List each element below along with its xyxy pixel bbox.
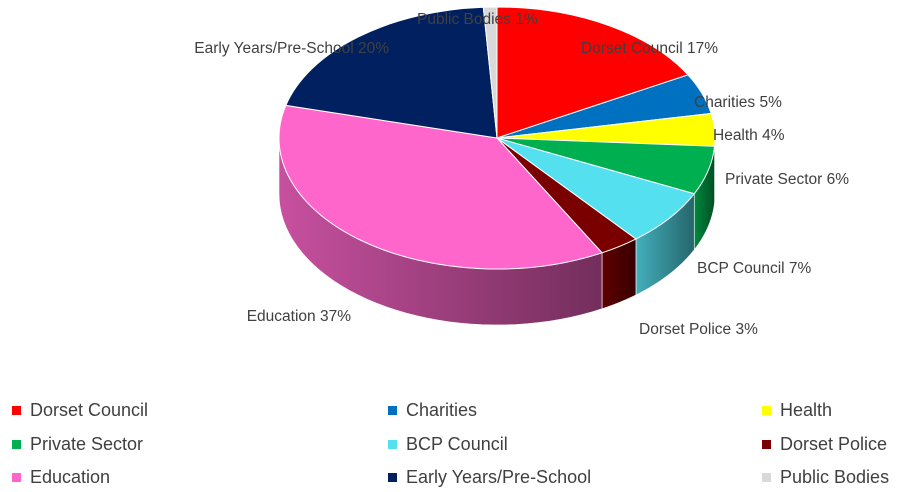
legend-swatch — [762, 473, 771, 482]
slice-label-charities: Charities 5% — [694, 94, 782, 111]
legend-item-private-sector: Private Sector — [12, 429, 143, 459]
legend-label: Public Bodies — [780, 467, 889, 488]
legend-item-dorset-council: Dorset Council — [12, 395, 148, 425]
legend-swatch — [762, 406, 771, 415]
legend-label: Dorset Council — [30, 400, 148, 421]
legend-swatch — [388, 406, 397, 415]
pie-chart: Dorset Council 17% Charities 5% Health 4% P… — [0, 0, 908, 392]
slice-label-public-bodies: Public Bodies 1% — [417, 11, 538, 28]
legend-swatch — [388, 440, 397, 449]
legend-label: Dorset Police — [780, 434, 887, 455]
slice-label-private-sector: Private Sector 6% — [725, 171, 849, 188]
slice-label-health: Health 4% — [713, 127, 785, 144]
legend-label: Health — [780, 400, 832, 421]
slice-label-dorset-council: Dorset Council 17% — [581, 40, 718, 57]
legend-swatch — [12, 440, 21, 449]
legend-swatch — [762, 440, 771, 449]
legend-label: Early Years/Pre-School — [406, 467, 591, 488]
slice-label-dorset-police: Dorset Police 3% — [639, 321, 758, 338]
legend: Dorset Council Charities Health Private Sec… — [0, 392, 908, 488]
slice-label-early-years-pre-school: Early Years/Pre-School 20% — [194, 40, 389, 57]
legend-item-bcp-council: BCP Council — [388, 429, 508, 459]
slice-label-education: Education 37% — [247, 308, 351, 325]
legend-item-dorset-police: Dorset Police — [762, 429, 887, 459]
legend-label: BCP Council — [406, 434, 508, 455]
legend-swatch — [388, 473, 397, 482]
legend-item-health: Health — [762, 395, 832, 425]
legend-swatch — [12, 406, 21, 415]
legend-item-charities: Charities — [388, 395, 477, 425]
legend-label: Education — [30, 467, 110, 488]
legend-swatch — [12, 473, 21, 482]
legend-label: Private Sector — [30, 434, 143, 455]
legend-label: Charities — [406, 400, 477, 421]
slice-label-bcp-council: BCP Council 7% — [697, 260, 812, 277]
